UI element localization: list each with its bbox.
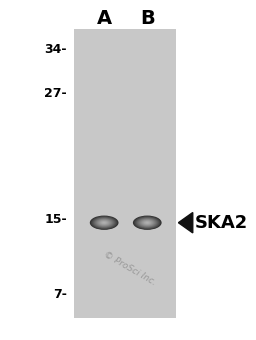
Ellipse shape [101, 221, 107, 224]
Ellipse shape [144, 221, 150, 224]
Text: © ProSci Inc.: © ProSci Inc. [102, 250, 157, 287]
Text: 34-: 34- [45, 43, 67, 56]
Ellipse shape [139, 218, 156, 227]
Bar [74, 29, 176, 318]
Polygon shape [178, 212, 193, 233]
Ellipse shape [143, 221, 151, 225]
Ellipse shape [91, 216, 118, 230]
Ellipse shape [143, 220, 152, 225]
Ellipse shape [102, 222, 106, 224]
Ellipse shape [90, 216, 119, 230]
Ellipse shape [137, 218, 158, 228]
Text: SKA2: SKA2 [195, 214, 248, 232]
Ellipse shape [95, 218, 113, 227]
Ellipse shape [100, 221, 108, 225]
Ellipse shape [133, 216, 162, 230]
Text: 15-: 15- [45, 213, 67, 226]
Ellipse shape [138, 218, 157, 227]
Ellipse shape [92, 217, 117, 229]
Ellipse shape [134, 216, 161, 230]
Ellipse shape [94, 218, 115, 228]
Ellipse shape [146, 222, 148, 223]
Text: 7-: 7- [53, 288, 67, 301]
Ellipse shape [98, 219, 111, 226]
Ellipse shape [141, 219, 154, 226]
Ellipse shape [140, 219, 155, 226]
Ellipse shape [97, 219, 112, 226]
Ellipse shape [99, 220, 109, 225]
Ellipse shape [142, 220, 153, 225]
Ellipse shape [98, 220, 110, 225]
Ellipse shape [93, 217, 116, 228]
Text: 27-: 27- [45, 87, 67, 100]
Ellipse shape [135, 217, 160, 229]
Ellipse shape [103, 222, 105, 223]
Ellipse shape [136, 217, 159, 228]
Text: B: B [140, 9, 155, 28]
Ellipse shape [94, 218, 114, 227]
Text: A: A [97, 9, 112, 28]
Ellipse shape [145, 222, 149, 224]
